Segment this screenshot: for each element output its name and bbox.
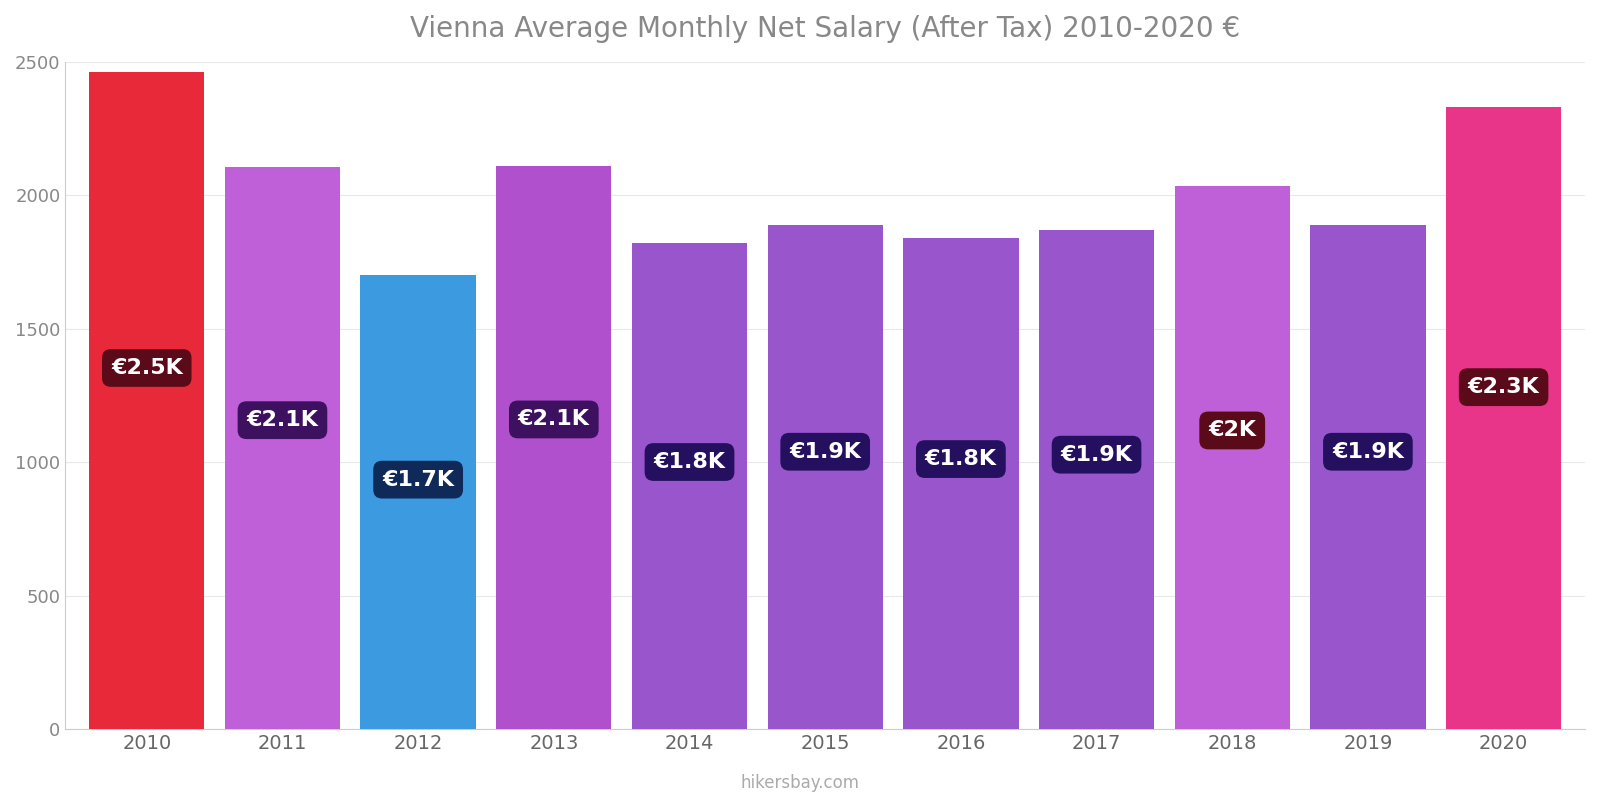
Text: €2K: €2K [1208, 421, 1256, 441]
Text: €1.9K: €1.9K [789, 442, 861, 462]
Text: €1.8K: €1.8K [653, 452, 725, 472]
Text: €1.9K: €1.9K [1331, 442, 1403, 462]
Bar [632, 243, 747, 729]
Text: €1.9K: €1.9K [1061, 445, 1133, 465]
Text: hikersbay.com: hikersbay.com [741, 774, 859, 792]
Text: €2.1K: €2.1K [518, 410, 590, 430]
Text: €1.8K: €1.8K [925, 449, 997, 469]
Bar [224, 167, 341, 729]
Bar [1446, 107, 1562, 729]
Title: Vienna Average Monthly Net Salary (After Tax) 2010-2020 €: Vienna Average Monthly Net Salary (After… [410, 15, 1240, 43]
Bar [768, 225, 883, 729]
Bar [902, 238, 1019, 729]
Bar [1174, 186, 1290, 729]
Bar [1310, 225, 1426, 729]
Bar [360, 275, 475, 729]
Text: €2.5K: €2.5K [110, 358, 182, 378]
Text: €2.3K: €2.3K [1467, 377, 1539, 397]
Bar [1038, 230, 1154, 729]
Text: €1.7K: €1.7K [382, 470, 454, 490]
Text: €2.1K: €2.1K [246, 410, 318, 430]
Bar [90, 73, 205, 729]
Bar [496, 166, 611, 729]
